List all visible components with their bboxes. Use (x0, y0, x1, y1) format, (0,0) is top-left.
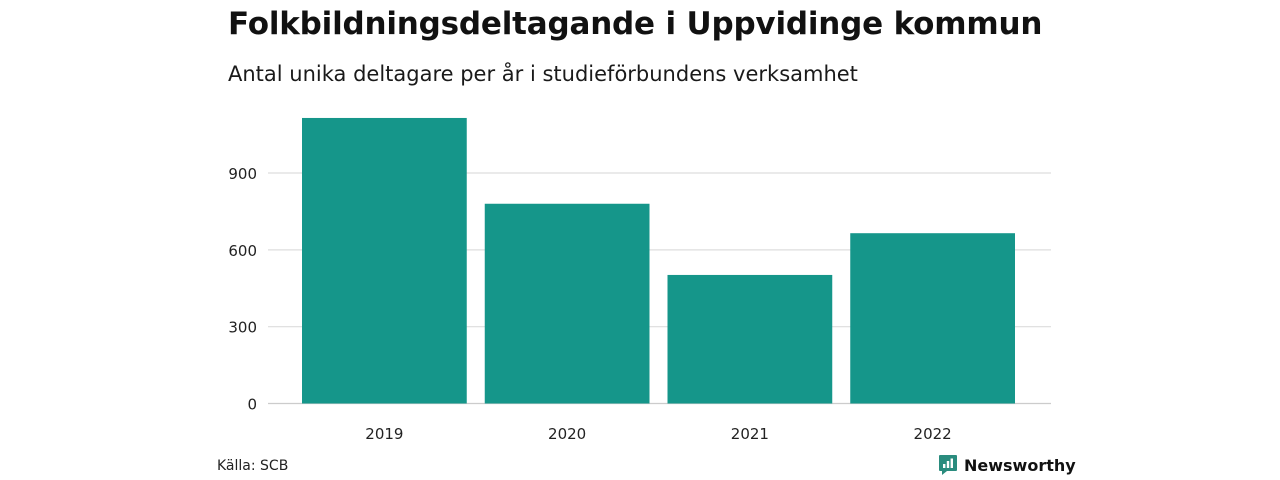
bar-2021 (667, 274, 833, 404)
brand-logo[interactable]: Newsworthy (938, 454, 1076, 476)
bar-2022 (850, 233, 1015, 404)
brand-name: Newsworthy (964, 455, 1076, 475)
bar-chart: 0 300 600 900 2019 2020 2021 2022 (228, 117, 1051, 443)
bars (302, 117, 1015, 404)
x-tick-label: 2021 (731, 425, 769, 443)
source-note: Källa: SCB (217, 458, 289, 474)
bar-2020 (484, 203, 650, 404)
newsworthy-logo-icon (939, 455, 957, 475)
y-tick-label: 900 (228, 165, 257, 183)
x-tick-label: 2022 (914, 425, 952, 443)
x-axis-tick-labels: 2019 2020 2021 2022 (365, 425, 951, 443)
chart-subtitle: Antal unika deltagare per år i studieför… (228, 62, 858, 86)
y-axis-tick-labels: 0 300 600 900 (228, 165, 257, 413)
chart-title: Folkbildningsdeltagande i Uppvidinge kom… (228, 6, 1043, 42)
y-tick-label: 300 (228, 319, 257, 337)
y-tick-label: 600 (228, 242, 257, 260)
x-tick-label: 2020 (548, 425, 586, 443)
x-tick-label: 2019 (365, 425, 403, 443)
bar-2019 (302, 117, 467, 404)
y-tick-label: 0 (247, 396, 257, 414)
